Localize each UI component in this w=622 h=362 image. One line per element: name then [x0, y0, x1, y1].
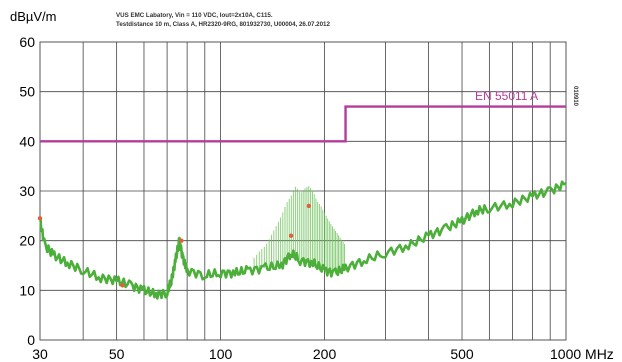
y-tick-label: 60 [19, 34, 35, 50]
axis-ticks: 0 10 20 30 40 50 60 30 50 100 200 500 1000 MHz [19, 34, 613, 362]
peak-marker [179, 238, 184, 243]
peak-marker [306, 203, 311, 209]
peak-marker [288, 233, 294, 238]
data-series [37, 105, 567, 300]
peak-marker [120, 283, 125, 288]
emission-line [38, 180, 567, 300]
limit-line [40, 105, 566, 143]
y-tick-label: 20 [19, 233, 35, 249]
x-tick-label: 30 [32, 346, 48, 362]
peak-marker [37, 216, 43, 221]
y-tick-label: 40 [19, 133, 35, 149]
x-tick-label: 1000 MHz [550, 346, 614, 362]
chart-title-line-1: VUS EMC Labatory, Vin = 110 VDC, Iout=2x… [116, 12, 273, 19]
y-axis-label: dBµV/m [10, 9, 57, 24]
chart-title-line-2: Testdistance 10 m, Class A, HR2320-9RG, … [116, 21, 331, 28]
y-tick-label: 10 [19, 282, 35, 298]
x-tick-label: 500 [450, 346, 474, 362]
y-tick-label: 50 [19, 84, 35, 100]
side-label: 010910 [572, 86, 578, 107]
y-tick-label: 0 [27, 332, 35, 348]
limit-line-label: EN 55011 A [475, 89, 538, 103]
x-tick-label: 200 [313, 346, 337, 362]
x-tick-label: 50 [109, 346, 125, 362]
y-tick-label: 30 [19, 183, 35, 199]
x-tick-label: 100 [209, 346, 233, 362]
